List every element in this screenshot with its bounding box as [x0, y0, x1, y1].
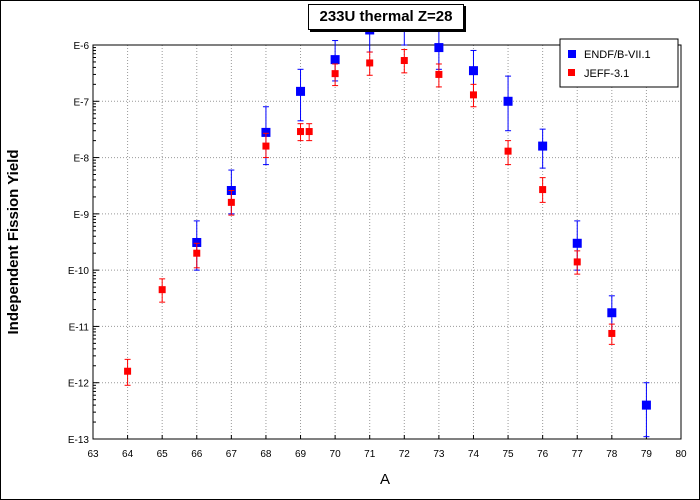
- legend-box: [559, 38, 679, 88]
- jeff-point: [124, 367, 132, 375]
- grid-lines: [93, 45, 681, 439]
- y-tick-label: E-7: [73, 97, 89, 108]
- x-tick-label: 70: [330, 449, 342, 460]
- legend-label-endf: ENDF/B-VII.1: [584, 49, 651, 61]
- jeff-point: [608, 329, 616, 337]
- legend-swatch-endf: [568, 50, 576, 58]
- x-tick-label: 67: [226, 449, 238, 460]
- y-tick-label: E-11: [69, 322, 90, 333]
- y-tick-label: E-10: [68, 266, 90, 277]
- legend-swatch-jeff: [568, 69, 575, 76]
- endf-point: [434, 43, 444, 53]
- jeff-point: [435, 70, 443, 78]
- y-tick-label: E-9: [73, 210, 89, 221]
- y-axis-label: Independent Fission Yield: [5, 149, 22, 334]
- axis-ticks: 63 64 65 66 67 68 69 70 71 72 73 74 75 76 77 78 79 80 E-13…: [68, 41, 687, 460]
- x-tick-label: 76: [537, 449, 549, 460]
- x-tick-label: 80: [675, 449, 687, 460]
- x-tick-label: 71: [364, 449, 376, 460]
- endf-point: [468, 66, 478, 76]
- endf-point: [503, 96, 513, 106]
- y-tick-label: E-6: [73, 41, 89, 52]
- x-tick-label: 78: [606, 449, 618, 460]
- endf-point: [261, 127, 271, 137]
- jeff-point: [400, 57, 408, 65]
- endf-point: [607, 308, 617, 318]
- legend-label-jeff: JEFF-3.1: [584, 68, 629, 80]
- jeff-point: [158, 286, 166, 294]
- x-tick-label: 77: [572, 449, 584, 460]
- x-tick-label: 79: [641, 449, 653, 460]
- endf-point: [572, 238, 582, 248]
- x-tick-label: 64: [122, 449, 134, 460]
- x-tick-label: 69: [295, 449, 307, 460]
- x-axis-label: A: [380, 471, 390, 488]
- chart-title: 233U thermal Z=28: [308, 4, 464, 30]
- x-tick-label: 68: [260, 449, 272, 460]
- endf-point: [641, 400, 651, 410]
- x-tick-label: 72: [399, 449, 411, 460]
- jeff-point: [469, 91, 477, 99]
- jeff-point: [504, 147, 512, 155]
- endf-point: [296, 86, 306, 96]
- jeff-point: [573, 258, 581, 266]
- jeff-point: [262, 142, 270, 150]
- jeff-point: [227, 198, 235, 206]
- legend: ENDF/B-VII.1 JEFF-3.1: [559, 38, 679, 88]
- y-tick-label: E-8: [73, 154, 89, 165]
- jeff-point: [539, 186, 547, 194]
- jeff-point: [305, 128, 313, 136]
- x-tick-label: 73: [433, 449, 445, 460]
- x-tick-label: 63: [87, 449, 99, 460]
- jeff-point: [297, 128, 305, 136]
- jeff-point: [193, 249, 201, 257]
- y-tick-label: E-12: [68, 379, 90, 390]
- endf-point: [192, 237, 202, 247]
- x-tick-label: 75: [502, 449, 514, 460]
- x-tick-label: 74: [468, 449, 480, 460]
- x-tick-label: 66: [191, 449, 203, 460]
- endf-point: [538, 141, 548, 151]
- data-marks: [124, 13, 651, 438]
- jeff-point: [331, 70, 339, 78]
- jeff-point: [366, 59, 374, 67]
- endf-point: [330, 55, 340, 65]
- x-tick-label: 65: [157, 449, 169, 460]
- y-tick-label: E-13: [68, 435, 90, 446]
- plot-area-border: [92, 44, 682, 440]
